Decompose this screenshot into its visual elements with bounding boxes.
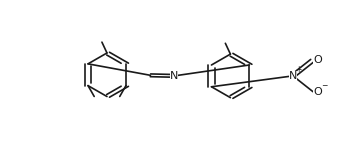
Text: N: N: [289, 71, 297, 81]
Text: O: O: [313, 55, 322, 65]
Text: −: −: [321, 81, 328, 90]
Text: O: O: [313, 87, 322, 97]
Text: +: +: [295, 65, 301, 74]
Text: N: N: [170, 71, 178, 81]
